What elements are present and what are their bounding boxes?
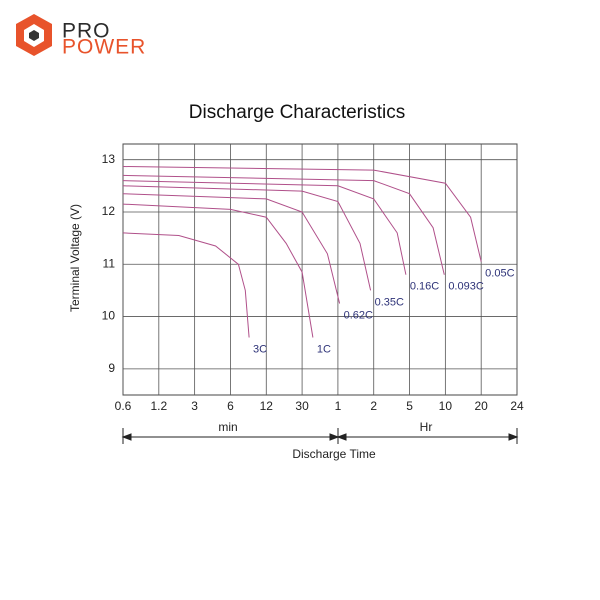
chart-title: Discharge Characteristics	[189, 102, 405, 123]
x-tick-label: 6	[227, 399, 234, 413]
x-tick-label: 24	[510, 399, 524, 413]
x-tick-label: 10	[439, 399, 453, 413]
x-tick-label: 1.2	[150, 399, 167, 413]
x-tick-label: 3	[191, 399, 198, 413]
series-line	[122, 185, 372, 291]
x-axis-title: Discharge Time	[292, 447, 376, 461]
series-line	[122, 232, 250, 338]
series-label: 3C	[253, 343, 267, 355]
x-tick-label: 0.6	[115, 399, 132, 413]
series-label: 0.05C	[485, 268, 514, 280]
time-unit-label: Hr	[420, 420, 433, 434]
series-label: 0.62C	[344, 309, 373, 321]
logo-text: POWER	[62, 36, 146, 59]
arrowhead	[508, 433, 519, 441]
logo: PRO POWER	[16, 14, 146, 59]
y-tick-label: 12	[102, 204, 116, 218]
y-tick-label: 13	[102, 152, 116, 166]
series-label: 1C	[317, 343, 331, 355]
series-label: 0.16C	[410, 281, 439, 293]
time-unit-label: min	[218, 420, 237, 434]
series-label: 0.35C	[375, 296, 404, 308]
series-line	[122, 180, 407, 275]
series-line	[122, 203, 314, 338]
x-tick-label: 12	[260, 399, 274, 413]
x-tick-label: 5	[406, 399, 413, 413]
y-axis-title: Terminal Voltage (V)	[68, 204, 82, 312]
y-tick-label: 9	[108, 361, 115, 375]
x-tick-label: 20	[475, 399, 489, 413]
series-line	[122, 174, 445, 275]
x-tick-label: 2	[370, 399, 377, 413]
arrowhead	[121, 433, 132, 441]
x-tick-label: 30	[295, 399, 309, 413]
logo-icon-core	[29, 30, 39, 41]
arrowhead	[329, 433, 340, 441]
y-tick-label: 10	[102, 309, 116, 323]
arrowhead	[336, 433, 347, 441]
series-label: 0.093C	[448, 281, 484, 293]
y-tick-label: 11	[103, 256, 116, 270]
series-line	[122, 193, 341, 304]
time-unit-bracket	[121, 428, 519, 444]
x-tick-label: 1	[335, 399, 342, 413]
series-line	[122, 166, 482, 262]
logo-text: PRO	[62, 20, 111, 43]
